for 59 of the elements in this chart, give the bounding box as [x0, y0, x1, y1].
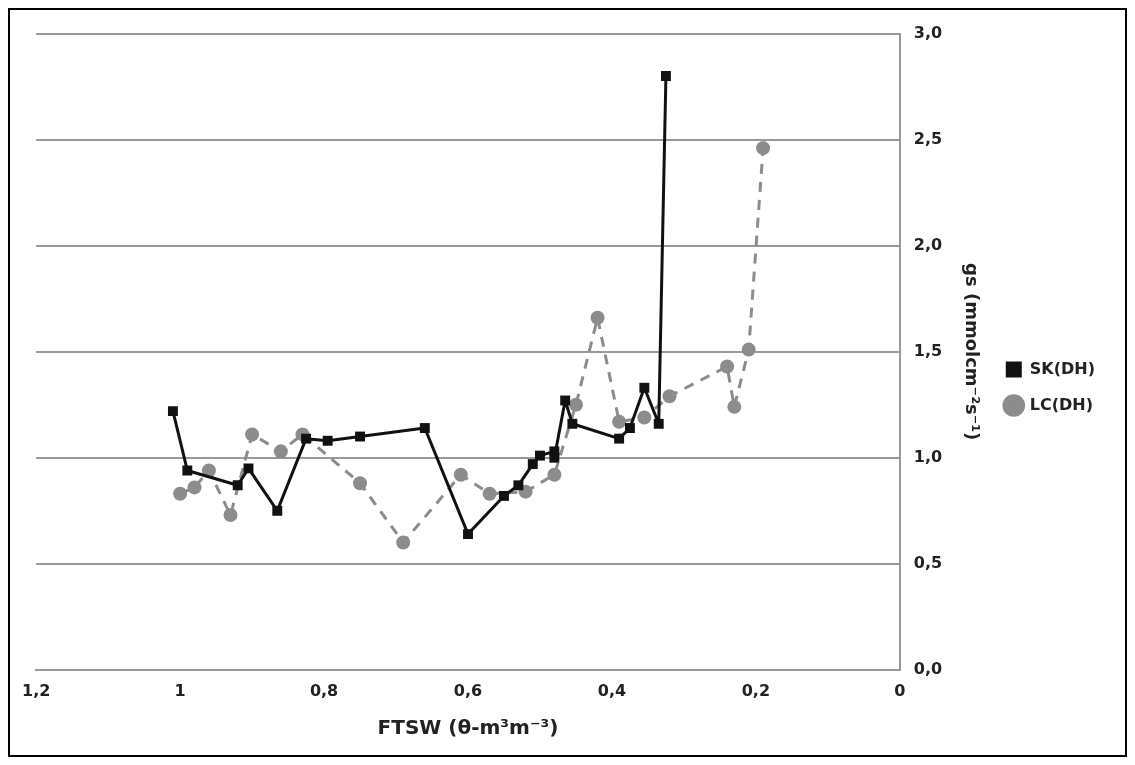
point [535, 450, 545, 461]
point [187, 480, 202, 495]
point [463, 529, 473, 540]
point [245, 427, 260, 442]
point [662, 389, 677, 404]
point [453, 467, 468, 482]
x-tick-label: 0,2 [741, 680, 771, 700]
point [560, 395, 571, 406]
legend-label: LC(DH) [1029, 394, 1094, 414]
point [741, 342, 756, 357]
point [590, 310, 605, 325]
point [756, 141, 771, 156]
point [301, 433, 312, 444]
y-tick-label: 2,0 [913, 234, 943, 254]
point [353, 476, 368, 491]
y-tick-label: 2,5 [913, 128, 943, 148]
y-axis-title: gs (mmolcm⁻²s⁻¹) [962, 263, 984, 441]
y-tick-label: 0,0 [913, 658, 943, 678]
point [355, 431, 365, 442]
x-tick-label: 0,8 [309, 680, 339, 700]
y-tick-label: 3,0 [913, 22, 943, 42]
point [499, 490, 509, 501]
point [720, 359, 735, 374]
point [568, 397, 583, 412]
point [173, 486, 188, 501]
x-axis-title: FTSW (θ-m³m⁻³) [377, 715, 559, 740]
point [653, 418, 664, 429]
point [223, 507, 238, 522]
point [614, 433, 625, 444]
point [727, 399, 742, 414]
point [167, 406, 178, 417]
point [547, 467, 562, 482]
point [624, 423, 635, 433]
point [322, 435, 333, 446]
point [567, 418, 578, 429]
x-tick-label: 1 [174, 680, 186, 700]
point [482, 486, 497, 501]
point [527, 459, 538, 470]
point [639, 382, 650, 393]
y-tick-label: 1,0 [913, 446, 943, 466]
point [396, 535, 411, 550]
point [272, 505, 283, 516]
point [660, 71, 671, 81]
point [637, 410, 652, 425]
point [419, 423, 430, 433]
point [232, 480, 243, 491]
point [549, 452, 560, 463]
x-tick-label: 1,2 [22, 680, 51, 700]
point [513, 480, 524, 491]
x-tick-label: 0 [894, 680, 906, 700]
y-tick-label: 0,5 [913, 552, 943, 572]
legend-label: SK(DH) [1029, 358, 1095, 378]
point [182, 465, 193, 476]
y-tick-label: 1,5 [913, 340, 943, 360]
point [243, 463, 254, 474]
point [612, 414, 627, 429]
x-tick-label: 0,6 [453, 680, 483, 700]
x-tick-label: 0,4 [597, 680, 627, 700]
point [273, 444, 288, 459]
